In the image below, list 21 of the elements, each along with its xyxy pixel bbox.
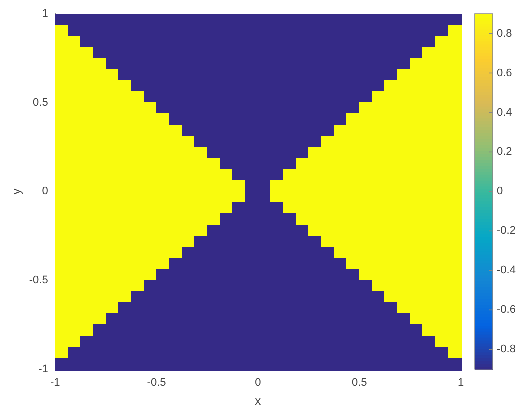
y-tick-label: 0.5 [33,96,48,109]
x-tick-label: 0 [255,377,262,390]
y-tick-label: 0 [42,186,48,198]
y-axis-title: y [10,188,24,195]
color-bar-label: -0.6 [497,304,516,316]
x-tick-label: -1 [50,377,60,390]
x-axis-title: x [255,394,262,408]
y-tick-label: -0.5 [29,274,48,287]
x-tick-label: 0.5 [352,377,368,390]
color-bar-label: 0.8 [497,28,512,40]
color-bar-label: 0.6 [497,67,512,80]
color-bar-label: 0.4 [497,106,512,119]
color-bar-label: 0.2 [497,146,512,158]
x-tick-label: 1 [458,377,464,390]
color-bar-label: -0.4 [497,264,516,277]
y-tick-label: 1 [42,8,48,20]
x-tick-label: -0.5 [147,377,166,390]
y-tick-label: -1 [38,363,48,376]
color-bar-label: -0.8 [497,344,516,356]
color-bar-label: -0.2 [497,225,516,238]
color-bar-label: 0 [497,186,504,198]
